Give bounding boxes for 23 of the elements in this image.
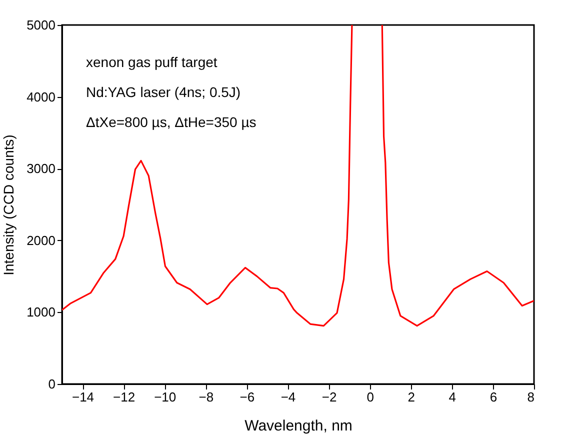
annotation: Nd:YAG laser (4ns; 0.5J) <box>86 84 241 100</box>
x-tick-label: 4 <box>448 390 456 404</box>
y-tick-label: 4000 <box>26 89 56 104</box>
y-tick-label: 2000 <box>26 232 56 248</box>
y-tick-label: 5000 <box>26 18 56 32</box>
y-axis-title: Intensity (CCD counts) <box>0 134 17 276</box>
x-tick-label: 6 <box>490 390 498 404</box>
x-tick-label: 2 <box>408 390 415 404</box>
y-tick-label: 1000 <box>26 304 56 320</box>
x-tick-label: −8 <box>198 390 214 404</box>
x-tick-label: −6 <box>240 390 255 404</box>
y-tick-label: 3000 <box>26 161 56 176</box>
x-tick-label: 8 <box>527 390 534 404</box>
x-tick-label: −14 <box>72 390 94 404</box>
x-axis-title: Wavelength, nm <box>244 418 352 434</box>
annotation: ΔtXe=800 µs, ΔtHe=350 µs <box>86 114 256 130</box>
x-tick-label: −4 <box>280 390 296 404</box>
annotation: xenon gas puff target <box>86 54 218 70</box>
x-tick-label: 0 <box>366 390 374 404</box>
x-tick-label: −12 <box>113 390 136 404</box>
y-tick-label: 0 <box>48 376 56 392</box>
x-tick-label: −10 <box>154 390 176 404</box>
x-tick-label: −2 <box>322 390 337 404</box>
